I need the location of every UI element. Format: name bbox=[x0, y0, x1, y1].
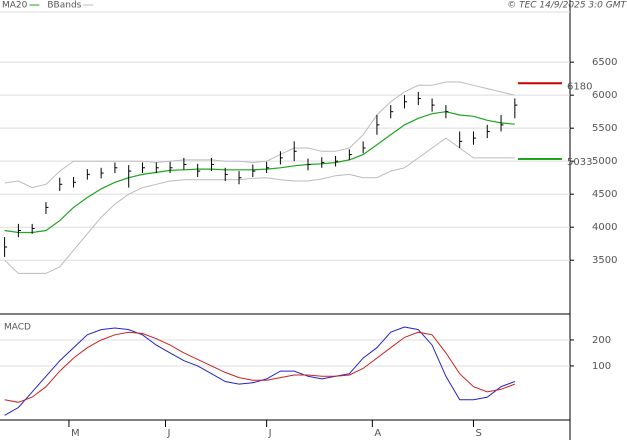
y-tick-label: 6000 bbox=[592, 90, 617, 101]
y-tick-label: 3500 bbox=[592, 255, 617, 266]
level-label: 6180 bbox=[567, 81, 592, 92]
ma-line bbox=[4, 111, 515, 234]
x-tick-label: J bbox=[166, 428, 170, 439]
y-tick-label: 100 bbox=[592, 361, 611, 372]
y-tick-label: 4500 bbox=[592, 189, 617, 200]
y-tick-label: 5000 bbox=[592, 156, 617, 167]
level-label: 5033 bbox=[567, 157, 592, 168]
x-tick-label: A bbox=[374, 428, 381, 439]
y-tick-label: 5500 bbox=[592, 123, 617, 134]
x-tick-label: M bbox=[71, 428, 80, 439]
band-line bbox=[4, 81, 515, 189]
y-tick-label: 4000 bbox=[592, 222, 617, 233]
source: © TEC 14/9/2025 3:0 GMT bbox=[507, 1, 627, 11]
y-tick-label: 6500 bbox=[592, 57, 617, 68]
macd-line bbox=[4, 326, 515, 416]
macd-line bbox=[4, 331, 515, 403]
y-tick-label: 200 bbox=[592, 335, 611, 346]
panel-title: MACD bbox=[4, 323, 31, 333]
legend-label: MA20 bbox=[2, 1, 28, 11]
band-line bbox=[4, 137, 515, 274]
legend-label: BBands bbox=[47, 1, 81, 11]
x-tick-label: J bbox=[268, 428, 272, 439]
x-tick-label: S bbox=[475, 428, 481, 439]
